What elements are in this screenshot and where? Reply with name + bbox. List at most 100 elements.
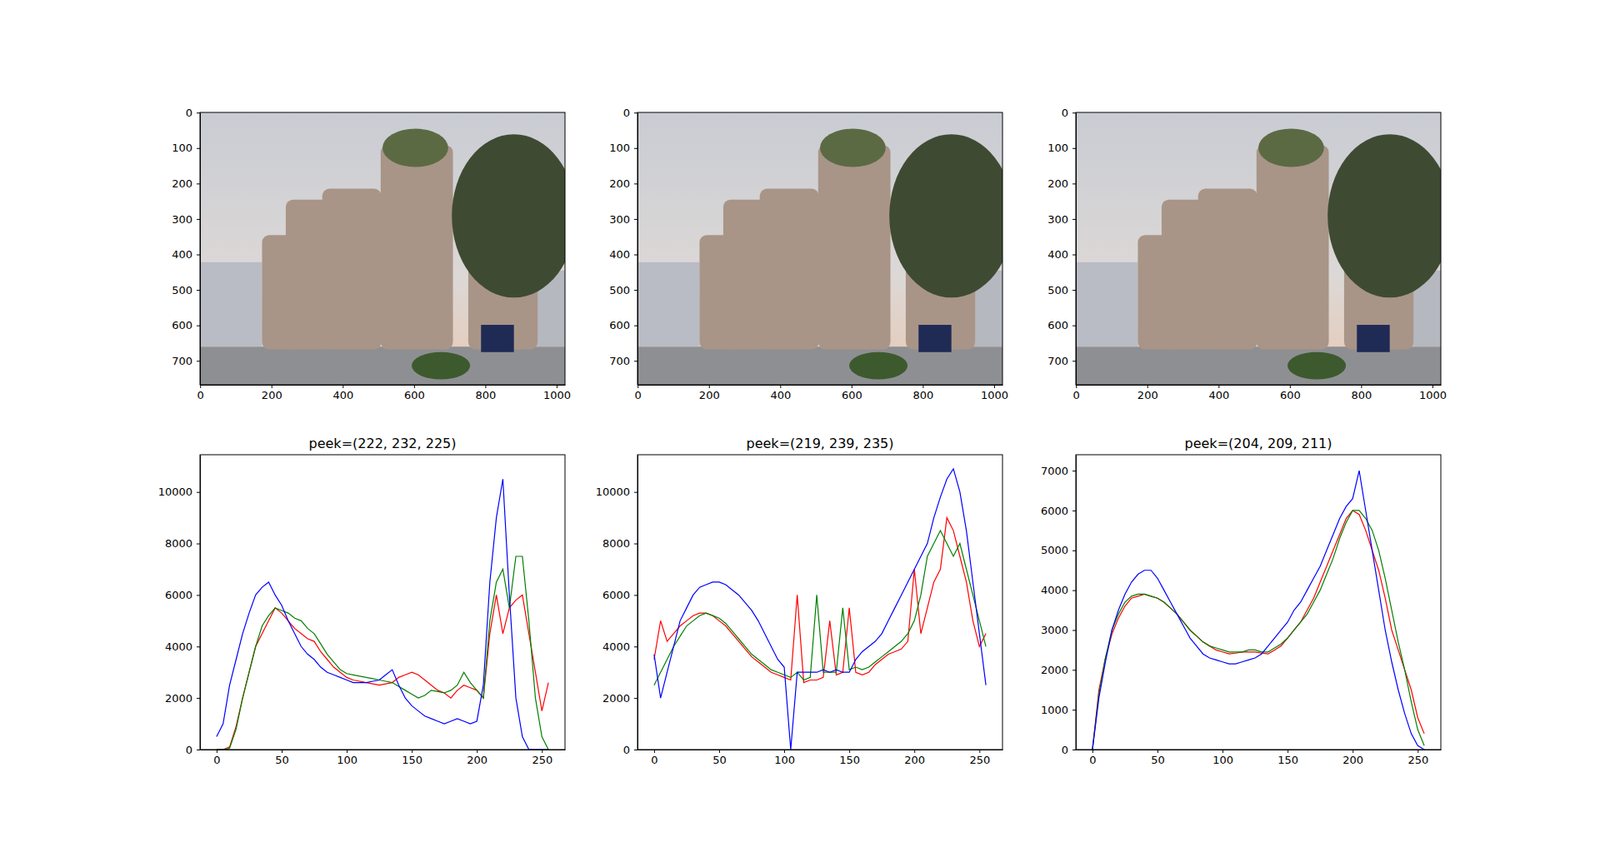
- x-tick-label: 600: [1280, 389, 1301, 402]
- x-tick-mark: [485, 385, 486, 389]
- x-tick-mark: [979, 750, 980, 754]
- x-tick-mark: [1147, 385, 1149, 389]
- y-tick-mark: [634, 325, 638, 327]
- y-tick-label: 100: [609, 141, 630, 155]
- x-axis-line: [1076, 385, 1442, 386]
- photo-building: [637, 262, 700, 347]
- y-tick: 3000: [1040, 624, 1076, 637]
- y-tick: 200: [609, 177, 638, 190]
- x-tick-label: 150: [401, 754, 423, 767]
- y-tick: 4000: [1040, 584, 1076, 597]
- y-tick-label: 400: [171, 248, 193, 261]
- x-tick-mark: [1287, 750, 1289, 754]
- photo-building: [1075, 262, 1138, 347]
- x-tick-label: 150: [839, 754, 860, 767]
- y-tick-mark: [196, 148, 200, 150]
- x-tick-label: 0: [1073, 389, 1080, 402]
- y-tick-mark: [1072, 550, 1076, 552]
- y-tick-mark: [634, 148, 638, 150]
- x-tick: 0: [635, 385, 642, 402]
- x-tick: 0: [650, 750, 658, 767]
- x-tick: 200: [904, 750, 925, 767]
- y-tick-label: 6000: [1040, 505, 1069, 518]
- y-tick-mark: [1072, 148, 1076, 150]
- y-tick: 100: [171, 141, 200, 155]
- y-tick: 0: [1061, 106, 1076, 120]
- photo-sign: [918, 325, 951, 353]
- photo-tree: [1327, 134, 1441, 298]
- y-tick-mark: [1072, 670, 1076, 671]
- y-tick: 600: [1047, 319, 1076, 332]
- x-tick-label: 0: [213, 754, 220, 767]
- plot-area: [1075, 112, 1441, 385]
- x-tick-mark: [1290, 385, 1291, 389]
- photo-road: [200, 346, 565, 385]
- x-tick-mark: [719, 750, 720, 754]
- x-tick-mark: [1417, 750, 1419, 754]
- x-tick: 1000: [980, 385, 1009, 402]
- histogram-line: [216, 556, 549, 750]
- x-tick-label: 800: [1350, 389, 1372, 402]
- axes: 020040060080010000100200300400500600700: [171, 106, 576, 402]
- y-tick: 4000: [602, 640, 638, 654]
- x-tick: 400: [1208, 385, 1230, 402]
- x-axis: 02004006008001000: [635, 385, 1009, 402]
- y-tick-label: 400: [1047, 248, 1069, 261]
- y-tick-label: 8000: [165, 537, 193, 550]
- x-tick-label: 250: [1407, 754, 1429, 767]
- frame: [637, 112, 1003, 385]
- y-tick-label: 100: [171, 141, 193, 155]
- histogram-line: [654, 518, 986, 684]
- y-tick-label: 7000: [1040, 465, 1069, 478]
- x-tick-mark: [342, 385, 344, 389]
- y-tick-label: 2000: [165, 692, 193, 705]
- y-tick: 500: [171, 284, 200, 297]
- x-tick-label: 400: [1208, 389, 1230, 402]
- x-tick-mark: [709, 385, 710, 389]
- x-tick-label: 200: [466, 754, 488, 767]
- x-tick: 800: [1350, 385, 1372, 402]
- x-axis-line: [638, 750, 1004, 751]
- y-tick-label: 10000: [595, 485, 630, 499]
- y-tick-label: 6000: [602, 589, 630, 602]
- photo-tower: [380, 145, 454, 350]
- x-tick-label: 250: [969, 754, 990, 767]
- y-tick-mark: [1072, 112, 1076, 114]
- photo-foliage: [1258, 129, 1325, 168]
- x-tick-mark: [780, 385, 781, 389]
- x-tick-label: 1000: [980, 389, 1009, 402]
- x-tick-mark: [200, 385, 201, 389]
- y-tick-label: 4000: [1040, 584, 1069, 597]
- photo-tree: [451, 134, 565, 298]
- x-tick: 600: [841, 385, 863, 402]
- y-tick-mark: [1072, 630, 1076, 631]
- x-tick: 800: [912, 385, 934, 402]
- x-axis: 02004006008001000: [197, 385, 571, 402]
- histogram-line: [1092, 510, 1425, 750]
- y-axis: 01000200030004000500060007000: [1040, 455, 1077, 757]
- photo-bush: [411, 352, 470, 380]
- y-tick-label: 200: [1047, 177, 1069, 190]
- x-tick-label: 250: [531, 754, 553, 767]
- plot-area: [216, 479, 549, 750]
- x-tick-mark: [1222, 750, 1224, 754]
- y-tick-mark: [634, 183, 638, 185]
- y-tick-mark: [634, 360, 638, 362]
- axes: 0501001502002500200040006000800010000pee…: [595, 435, 1004, 767]
- photo-sign: [1356, 325, 1390, 353]
- y-tick-mark: [196, 112, 200, 114]
- y-tick: 400: [1047, 248, 1076, 261]
- y-tick: 700: [171, 355, 200, 368]
- frame: [200, 112, 565, 385]
- x-tick: 0: [1089, 750, 1096, 767]
- photo-tower: [1198, 189, 1258, 350]
- y-tick-label: 0: [185, 744, 193, 757]
- y-tick-mark: [634, 255, 638, 256]
- y-tick: 2000: [165, 692, 200, 705]
- x-tick: 0: [1073, 385, 1080, 402]
- photo: [637, 112, 1003, 385]
- photo-road: [637, 346, 1003, 385]
- y-tick-mark: [634, 492, 638, 494]
- photo: [1075, 112, 1441, 385]
- y-tick-mark: [634, 698, 638, 700]
